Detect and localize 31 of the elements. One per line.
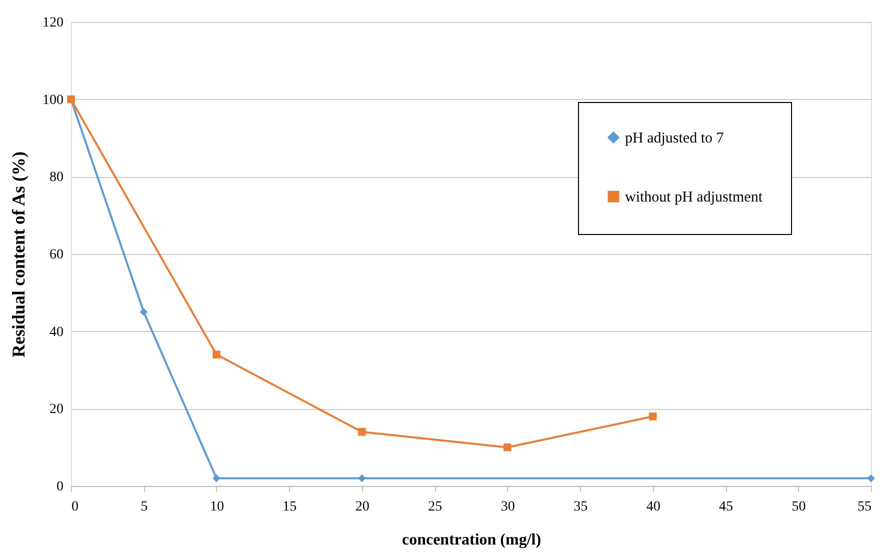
x-tick-label: 50 [792,500,806,514]
point [648,412,657,420]
x-tick-label: 35 [574,500,588,514]
legend-label: without pH adjustment [625,190,764,206]
point [867,474,875,482]
y-tick-label: 20 [50,402,64,418]
x-tick-label: 40 [646,500,660,514]
point [212,474,220,482]
legend-label: pH adjusted to 7 [625,130,724,146]
y-tick-label: 40 [50,324,64,340]
x-tick-label: 25 [428,500,442,514]
x-tick-label: 15 [282,500,297,514]
x-tick-label: 55 [858,500,872,514]
x-axis-title: concentration (mg/l) [402,532,542,548]
point [212,350,220,358]
point [358,428,366,436]
x-tick-label: 5 [140,500,148,514]
y-tick-label: 100 [42,92,64,108]
point [358,474,366,482]
x-tick-label: 0 [72,500,78,514]
x-tick-label: 45 [719,500,734,514]
y-tick-label: 120 [42,16,64,30]
point [140,308,148,316]
x-tick-label: 20 [355,500,370,514]
y-tick-label: 0 [56,480,64,494]
x-tick-label: 10 [210,500,224,514]
y-tick-label: 80 [50,170,64,186]
y-axis-title: Residual content of As (%) [8,151,28,358]
y-tick-label: 60 [50,248,64,262]
point [503,443,512,452]
x-tick-label: 30 [500,500,515,514]
